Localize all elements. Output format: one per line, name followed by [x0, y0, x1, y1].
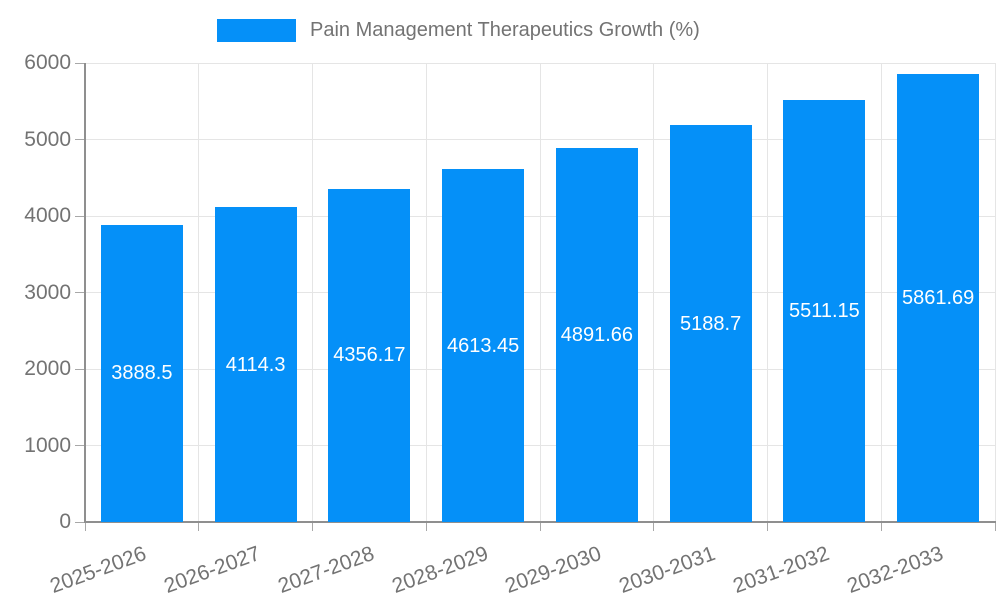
x-axis-line — [85, 521, 996, 523]
y-axis-tick — [75, 292, 84, 293]
legend-label[interactable]: Pain Management Therapeutics Growth (%) — [310, 19, 700, 41]
plot-area: 0 1000 2000 3000 4000 5000 6000 3888.5 2025-2026… — [24, 51, 996, 598]
x-axis-tick — [880, 522, 882, 531]
gridline-vertical — [539, 63, 541, 522]
bar-value-label: 5511.15 — [788, 300, 860, 323]
y-axis-line — [84, 63, 86, 523]
gridline-vertical — [198, 63, 200, 522]
x-axis-tick — [425, 522, 427, 531]
y-axis-tick — [75, 62, 84, 64]
y-axis-tick — [75, 139, 84, 140]
gridline-vertical — [312, 63, 313, 522]
bar-2030-2031[interactable] — [669, 125, 752, 522]
x-axis-tick — [84, 522, 86, 531]
bar-value-label: 4114.3 — [225, 353, 286, 376]
y-tick-label: 1000 — [24, 433, 71, 457]
y-axis-tick — [75, 215, 84, 217]
x-axis-tick — [653, 522, 655, 531]
y-tick-label: 0 — [59, 510, 71, 533]
bar-2029-2030[interactable] — [555, 147, 638, 522]
gridline-vertical — [880, 63, 882, 522]
legend-swatch-icon[interactable] — [217, 18, 296, 42]
y-axis-tick — [75, 368, 84, 370]
x-axis-tick — [539, 522, 541, 531]
x-tick-label: 2029-2030 — [502, 542, 605, 598]
x-axis-tick — [198, 522, 200, 531]
bar-2032-2033[interactable] — [897, 73, 980, 522]
gridline-vertical — [653, 63, 655, 522]
bar-value-label: 4356.17 — [333, 344, 406, 367]
x-tick-label: 2026-2027 — [161, 542, 264, 598]
bar-value-label: 5188.7 — [680, 312, 742, 335]
bar-value-label: 4891.66 — [560, 323, 634, 346]
chart-legend[interactable]: Pain Management Therapeutics Growth (%) — [217, 18, 700, 42]
y-tick-label: 3000 — [24, 280, 71, 304]
y-tick-label: 6000 — [24, 51, 71, 74]
bar-2026-2027[interactable] — [214, 207, 297, 522]
gridline-vertical — [767, 63, 768, 522]
x-tick-label: 2032-2033 — [843, 542, 946, 598]
x-tick-label: 2025-2026 — [47, 542, 150, 598]
y-axis-tick — [75, 521, 84, 523]
gridline-vertical — [994, 63, 996, 522]
bar-value-label: 4613.45 — [446, 334, 520, 357]
bar-2028-2029[interactable] — [442, 169, 525, 522]
bar-2025-2026[interactable] — [100, 224, 183, 522]
y-axis-tick — [75, 445, 84, 446]
bar-value-label: 5861.69 — [901, 286, 975, 309]
x-axis-tick — [994, 522, 996, 531]
x-axis-tick — [767, 522, 768, 531]
bar-2027-2028[interactable] — [328, 188, 411, 522]
y-tick-label: 2000 — [24, 357, 71, 380]
x-tick-label: 2031-2032 — [729, 542, 833, 598]
x-tick-label: 2027-2028 — [274, 542, 378, 598]
x-tick-label: 2028-2029 — [388, 542, 491, 598]
y-tick-label: 4000 — [24, 204, 71, 227]
bar-2031-2032[interactable] — [783, 100, 866, 522]
x-axis-tick — [312, 522, 313, 531]
x-tick-label: 2030-2031 — [616, 542, 719, 598]
bar-value-label: 3888.5 — [111, 362, 173, 385]
gridline-vertical — [425, 63, 427, 522]
y-tick-label: 5000 — [24, 127, 71, 151]
